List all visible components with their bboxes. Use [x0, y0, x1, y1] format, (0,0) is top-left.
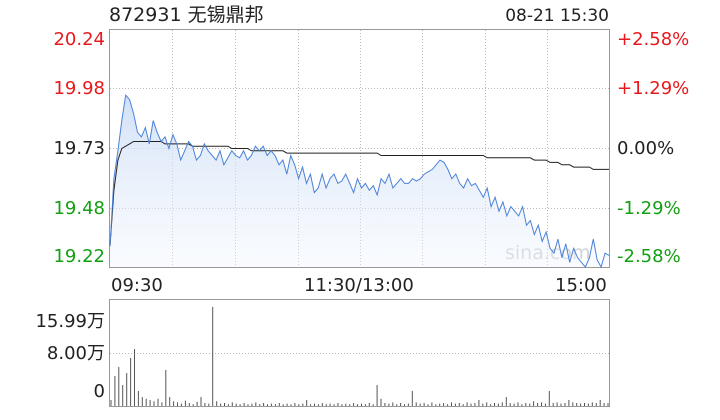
stock-title: 872931 无锡鼎邦	[109, 6, 264, 25]
price-area-fill	[110, 95, 609, 267]
change-tick-4: -1.29%	[617, 198, 681, 219]
stock-name: 无锡鼎邦	[187, 4, 264, 26]
time-tick-close: 15:00	[555, 275, 607, 296]
time-tick-midday: 11:30/13:00	[304, 275, 414, 296]
price-tick-5: 19.22	[53, 246, 105, 267]
price-tick-1: 20.24	[53, 29, 105, 50]
change-tick-1: +2.58%	[617, 29, 690, 50]
time-tick-open: 09:30	[111, 275, 163, 296]
price-tick-2: 19.98	[53, 78, 105, 99]
change-tick-3: 0.00%	[617, 138, 675, 159]
price-tick-3: 19.73	[53, 138, 105, 159]
volume-tick-zero: 0	[93, 381, 105, 402]
quote-datetime: 08-21 15:30	[505, 6, 609, 26]
stock-code: 872931	[109, 4, 182, 26]
volume-tick-max: 15.99万	[35, 311, 105, 332]
price-tick-4: 19.48	[53, 198, 105, 219]
change-tick-5: -2.58%	[617, 246, 681, 267]
price-line	[109, 93, 610, 269]
volume-tick-mid: 8.00万	[46, 343, 105, 364]
average-price-line	[109, 141, 609, 247]
change-tick-2: +1.29%	[617, 78, 690, 99]
